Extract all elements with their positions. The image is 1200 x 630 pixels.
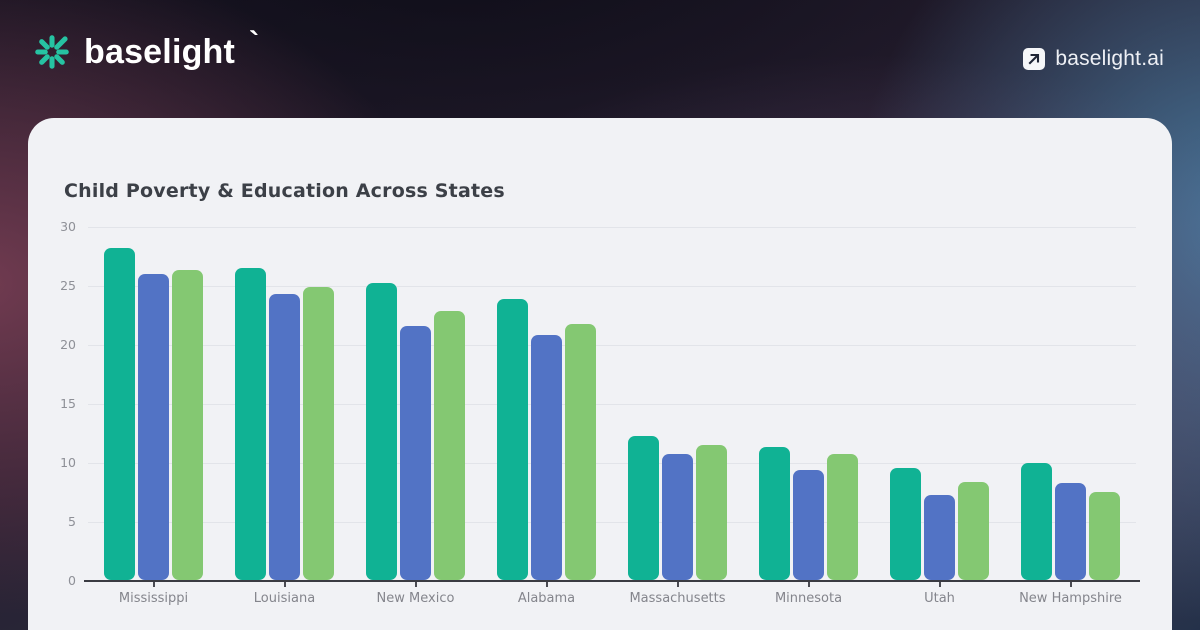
bar-green-mississippi bbox=[172, 269, 204, 580]
x-axis-label-mississippi: Mississippi bbox=[118, 591, 189, 606]
y-axis-tick-label-15: 15 bbox=[60, 396, 76, 411]
y-axis-tick-label-20: 20 bbox=[60, 337, 76, 352]
gridline-y-20 bbox=[88, 344, 1136, 346]
bar-group-alabama bbox=[496, 226, 597, 580]
bar-green-new-hampshire bbox=[1089, 491, 1121, 580]
bar-blue-utah bbox=[923, 495, 956, 580]
bar-teal-new-hampshire bbox=[1020, 463, 1052, 580]
bar-teal-alabama bbox=[496, 299, 528, 580]
chart-title: Child Poverty & Education Across States bbox=[64, 180, 505, 202]
x-axis-label-louisiana: Louisiana bbox=[253, 591, 316, 606]
bar-blue-alabama bbox=[530, 334, 563, 580]
y-axis-tick-label-30: 30 bbox=[60, 219, 76, 234]
bar-group-new-mexico bbox=[365, 226, 466, 580]
bar-blue-minnesota bbox=[792, 470, 825, 580]
y-axis-tick-label-25: 25 bbox=[60, 278, 76, 293]
bar-blue-mississippi bbox=[137, 274, 170, 580]
y-axis-tick-label-5: 5 bbox=[68, 514, 76, 529]
x-axis-label-new-mexico: New Mexico bbox=[376, 591, 455, 606]
bar-teal-massachusetts bbox=[627, 436, 659, 580]
y-axis-tick-label-10: 10 bbox=[60, 455, 76, 470]
bar-blue-louisiana bbox=[268, 294, 301, 580]
x-axis-tick-mississippi bbox=[152, 582, 155, 587]
x-axis-tick-massachusetts bbox=[676, 582, 679, 587]
bar-green-massachusetts bbox=[696, 445, 728, 580]
bar-group-louisiana bbox=[234, 226, 335, 580]
x-axis-tick-minnesota bbox=[807, 582, 810, 587]
x-axis-label-new-hampshire: New Hampshire bbox=[1019, 591, 1122, 606]
x-axis-label-massachusetts: Massachusetts bbox=[629, 591, 726, 606]
x-axis-tick-new-hampshire bbox=[1069, 582, 1072, 587]
bar-green-minnesota bbox=[827, 453, 859, 580]
chart-card: Child Poverty & Education Across States … bbox=[28, 118, 1172, 630]
bar-green-new-mexico bbox=[434, 310, 466, 580]
baselight-starburst-icon bbox=[33, 33, 71, 71]
bar-teal-louisiana bbox=[234, 268, 266, 580]
x-axis-tick-louisiana bbox=[283, 582, 286, 587]
logo-wordmark: baselight bbox=[84, 32, 236, 71]
site-label: baselight.ai bbox=[1055, 47, 1164, 70]
gridline-y-5 bbox=[88, 521, 1136, 523]
site-link[interactable]: baselight.ai bbox=[1023, 47, 1164, 71]
gridline-y-15 bbox=[88, 403, 1136, 405]
external-link-icon bbox=[1023, 48, 1046, 70]
y-axis-tick-label-0: 0 bbox=[68, 573, 76, 588]
bar-blue-massachusetts bbox=[661, 453, 694, 580]
bar-green-utah bbox=[958, 482, 990, 580]
x-axis-tick-alabama bbox=[545, 582, 548, 587]
x-axis-label-alabama: Alabama bbox=[517, 591, 576, 606]
bar-teal-mississippi bbox=[103, 248, 135, 580]
bar-chart-plot-area: 0 5 10 15 20 25 30 Mississippi Louisiana New Mexi… bbox=[60, 219, 1140, 606]
bar-group-new-hampshire bbox=[1020, 226, 1121, 580]
x-axis-tick-utah bbox=[938, 582, 941, 587]
bar-group-utah bbox=[889, 226, 990, 580]
gridline-y-10 bbox=[88, 462, 1136, 464]
bar-group-mississippi bbox=[103, 226, 204, 580]
bar-group-minnesota bbox=[758, 226, 859, 580]
bar-teal-utah bbox=[889, 467, 921, 580]
bar-blue-new-mexico bbox=[399, 326, 432, 580]
logo-tick-mark: ` bbox=[249, 26, 260, 59]
x-axis-tick-new-mexico bbox=[414, 582, 417, 587]
header: baselight ` baselight.ai bbox=[0, 0, 1200, 118]
baselight-logo[interactable]: baselight ` bbox=[33, 26, 259, 71]
bar-green-alabama bbox=[565, 323, 597, 580]
gridline-y-25 bbox=[88, 285, 1136, 287]
gridline-y-30 bbox=[88, 226, 1136, 228]
bar-blue-new-hampshire bbox=[1054, 483, 1087, 580]
x-axis-label-minnesota: Minnesota bbox=[774, 591, 843, 606]
bar-teal-new-mexico bbox=[365, 282, 397, 580]
x-axis-line bbox=[84, 580, 1140, 582]
bar-green-louisiana bbox=[303, 287, 335, 580]
x-axis-label-utah: Utah bbox=[924, 591, 955, 606]
bar-group-massachusetts bbox=[627, 226, 728, 580]
bar-teal-minnesota bbox=[758, 446, 790, 580]
